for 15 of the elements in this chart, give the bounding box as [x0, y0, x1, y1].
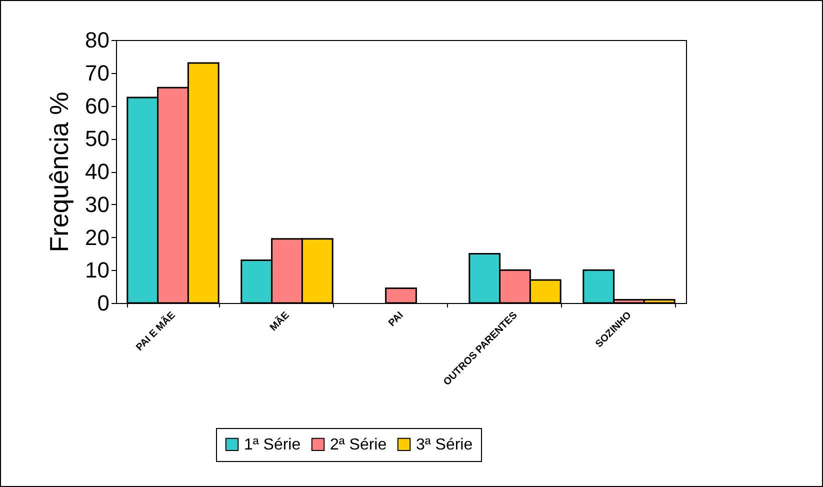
y-tick-label: 10 [85, 258, 110, 283]
bar [385, 287, 417, 304]
y-tick-label: 60 [85, 93, 110, 118]
legend-label: 1ª Série [244, 436, 301, 454]
y-tick-label: 30 [85, 192, 110, 217]
y-tick-label: 20 [85, 224, 110, 250]
legend-label: 2ª Série [330, 436, 387, 454]
y-tick-label: 70 [85, 60, 110, 86]
y-tick-label: 50 [85, 126, 110, 152]
legend-label: 3ª Série [416, 436, 473, 454]
y-tick-label: 40 [85, 159, 110, 184]
y-tick-label: 0 [97, 290, 110, 316]
y-tick-label: 80 [85, 28, 110, 52]
x-tick-label: PAI [386, 310, 406, 330]
y-axis-title: Frequência % [44, 92, 74, 252]
